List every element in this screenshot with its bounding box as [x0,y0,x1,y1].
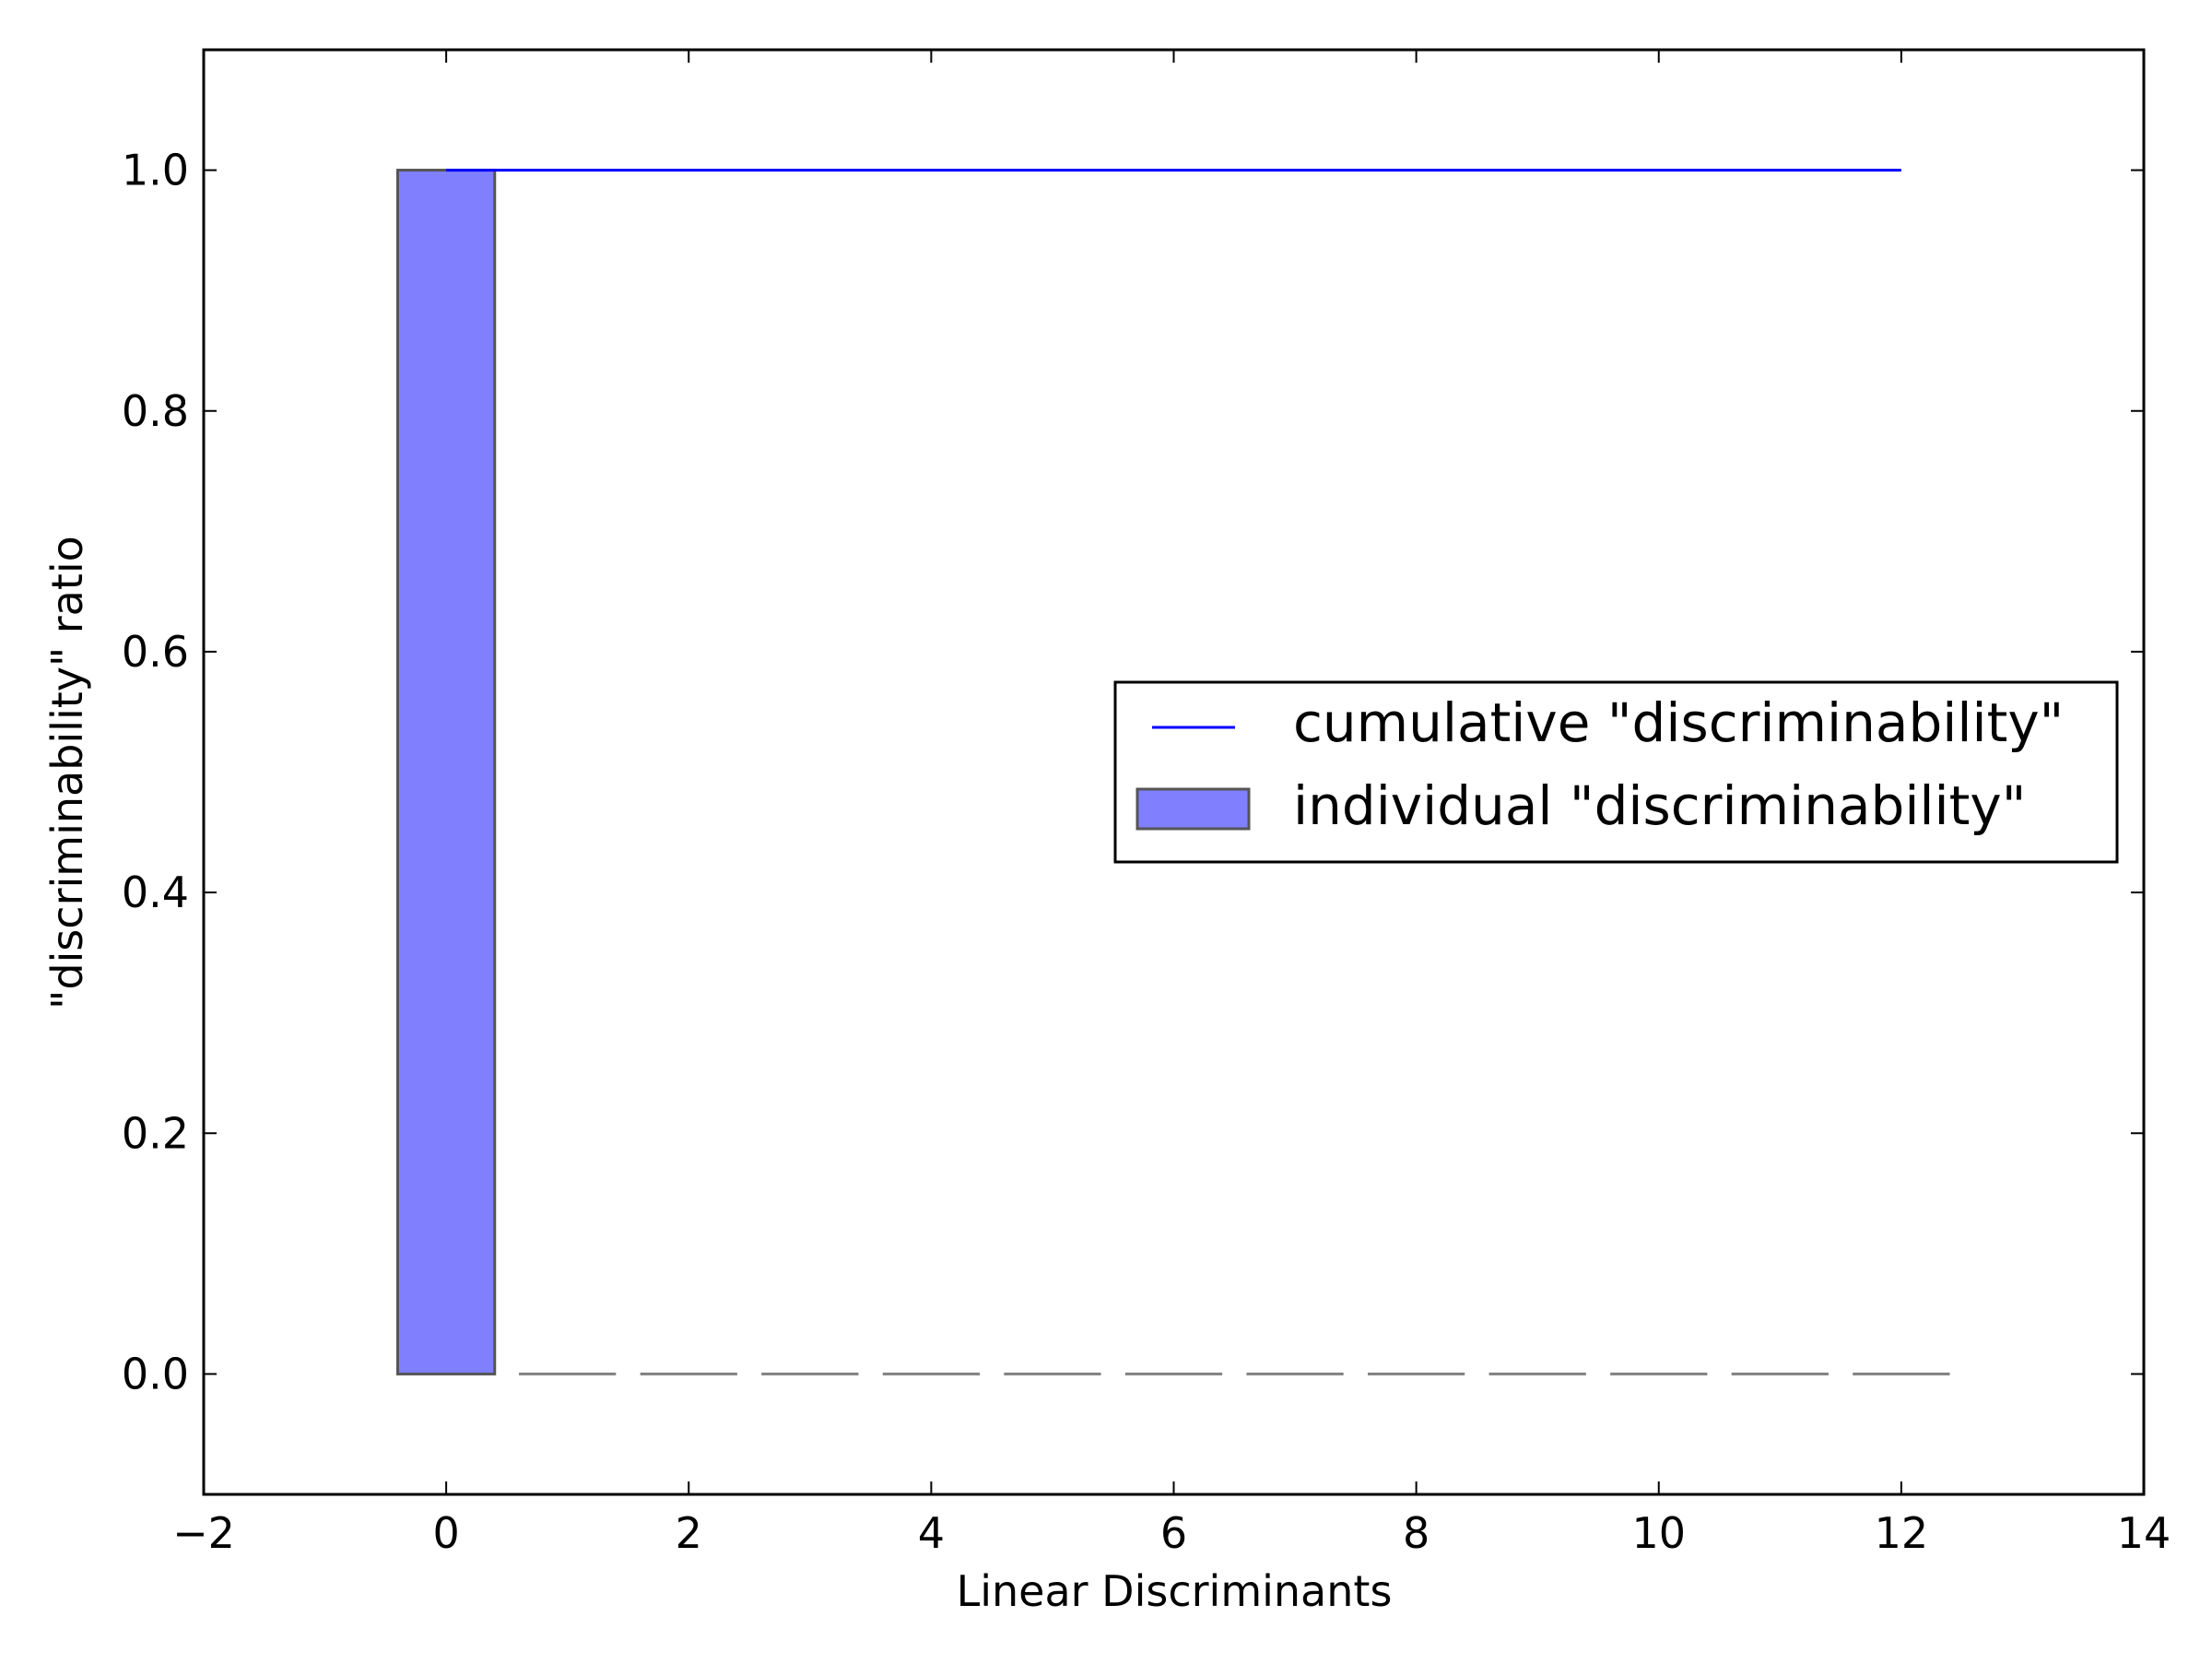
x-tick-label: 4 [918,1508,945,1558]
x-tick-label: 14 [2117,1508,2171,1558]
marks-layer [396,169,1950,1375]
legend-label-cumulative: cumulative "discriminability" [1293,691,2064,754]
legend: cumulative "discriminability" individual… [1113,680,2119,864]
y-tick-label: 0.6 [122,627,189,677]
x-tick-label: 10 [1631,1508,1686,1558]
bar-0 [396,169,497,1375]
y-axis-label: "discriminability" ratio [42,536,92,1009]
x-tick-label: −2 [172,1508,235,1558]
x-tick-label: 8 [1403,1508,1430,1558]
ticks-layer: −2 0 2 4 6 8 10 12 14 0.0 0.2 0.4 0.6 0.8 1.0 [122,50,2171,1558]
x-tick-label: 6 [1160,1508,1187,1558]
y-tick-label: 0.8 [122,386,189,436]
x-tick-label: 12 [1875,1508,1929,1558]
legend-box [1113,680,2119,864]
x-axis-label: Linear Discriminants [957,1566,1393,1616]
y-tick-label: 0.0 [122,1349,189,1398]
plot-frame [202,48,2146,1496]
legend-bar-swatch [1135,787,1251,831]
x-tick-label: 2 [676,1508,702,1558]
legend-label-individual: individual "discriminability" [1293,774,2026,837]
y-tick-label: 1.0 [122,146,189,195]
x-tick-label: 0 [432,1508,459,1558]
y-tick-label: 0.4 [122,867,189,917]
y-tick-label: 0.2 [122,1108,189,1158]
